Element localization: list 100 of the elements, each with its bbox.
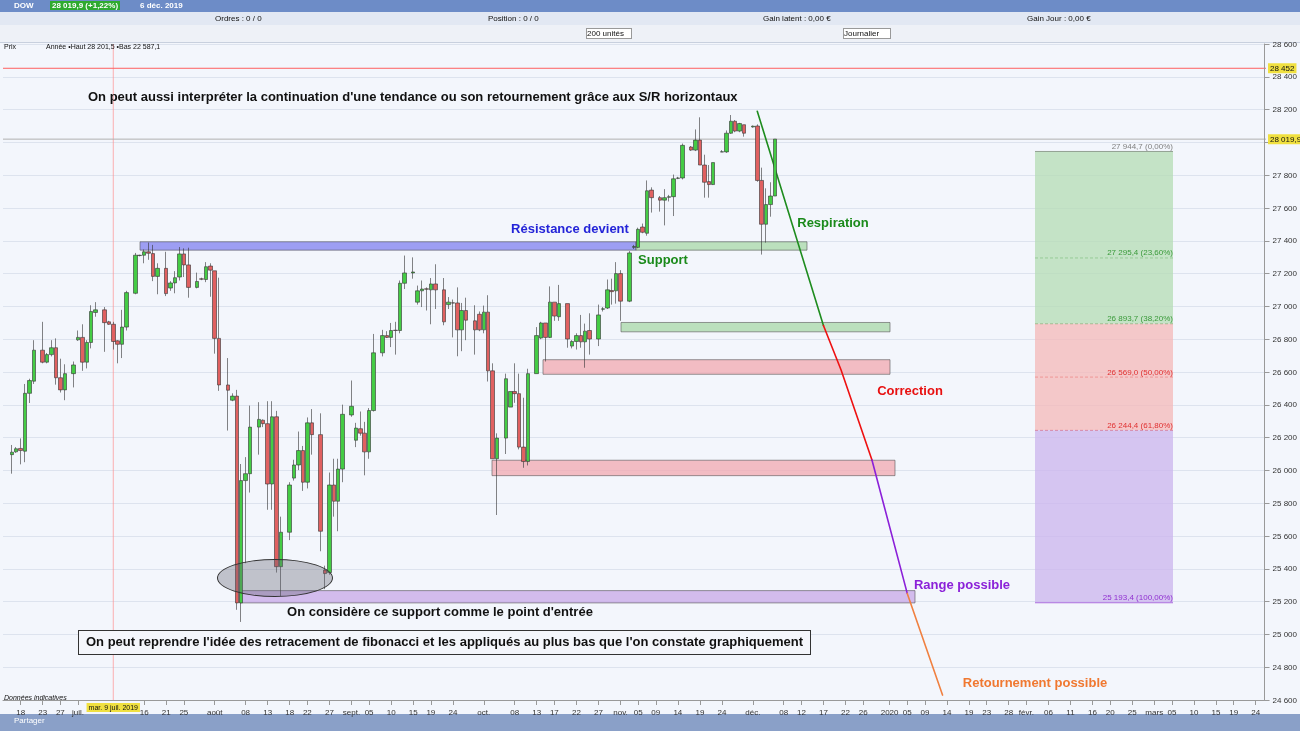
y-tick-label: 27 600 — [1272, 203, 1298, 213]
x-tick-label: 24 — [717, 707, 727, 717]
y-tick-label: 25 400 — [1272, 564, 1298, 574]
y-tick-label: 25 000 — [1272, 629, 1298, 639]
y-tick-label: 27 000 — [1272, 301, 1298, 311]
y-tick-label: 26 200 — [1272, 433, 1298, 443]
x-tick-label: 22 — [841, 707, 851, 717]
x-tick-label: 05 — [364, 707, 375, 717]
annotation: Correction — [877, 382, 943, 398]
x-tick-label: 22 — [302, 707, 313, 717]
x-tick-label: 28 — [1004, 707, 1014, 717]
x-tick-label: 21 — [161, 707, 172, 717]
y-tick-label: 25 600 — [1272, 531, 1298, 541]
annotation: Range possible — [913, 576, 1011, 592]
ref-line-label: 27 944,7 (0,00%) — [1111, 141, 1174, 151]
x-tick-label: 25 — [1127, 707, 1138, 717]
x-tick-label: 25 — [179, 707, 189, 717]
text: Position : 0 / 0 — [488, 14, 539, 23]
x-tick-label: 17 — [818, 707, 829, 717]
x-tick-label: 18 — [16, 707, 26, 717]
ref-line-label: 28 452 — [1270, 63, 1296, 73]
y-tick-label: 27 200 — [1272, 269, 1298, 279]
x-tick-label: 09 — [651, 707, 661, 717]
x-tick-label: 19 — [426, 707, 436, 717]
x-tick-label: 18 — [285, 707, 295, 717]
x-tick-label: févr. — [1018, 707, 1034, 717]
annotation: Respiration — [797, 214, 869, 230]
x-tick-label: 26 — [858, 707, 869, 717]
annotation: Support — [638, 251, 688, 267]
y-tick-label: 28 200 — [1272, 105, 1298, 115]
x-tick-label: 08 — [510, 707, 520, 717]
text: On peut aussi interpréter la continuation d'une tendance ou son retournement grâce aux S/R horizontaux — [88, 89, 739, 104]
x-tick-label: nov. — [613, 707, 628, 717]
ref-line-label: 26 244,4 (61,80%) — [1107, 420, 1174, 430]
text: DOW — [14, 1, 34, 10]
text: Partager — [14, 716, 45, 725]
x-tick-label: août — [206, 707, 224, 717]
y-tick-label: 27 800 — [1272, 170, 1298, 180]
x-tick-label: 19 — [1229, 707, 1239, 717]
x-tick-label: 13 — [532, 707, 542, 717]
ref-line-label: 26 569,0 (50,00%) — [1107, 367, 1174, 377]
y-tick-label: 26 000 — [1272, 465, 1298, 475]
x-tick-label: 19 — [964, 707, 974, 717]
annotation: Résistance devient — [511, 220, 629, 236]
x-tick-label: 15 — [408, 707, 419, 717]
x-tick-label: 23 — [38, 707, 48, 717]
x-tick-label: 13 — [263, 707, 273, 717]
text: Journalier — [843, 28, 891, 39]
x-tick-label: 22 — [571, 707, 582, 717]
text: 28 019,9 (+1,22%) — [50, 1, 121, 10]
x-tick-label: 2020 — [880, 707, 900, 717]
x-tick-label: 16 — [139, 707, 150, 717]
x-tick-label: 27 — [324, 707, 335, 717]
x-tick-label: 27 — [594, 707, 604, 717]
x-tick-label: 24 — [448, 707, 458, 717]
x-tick-label: 12 — [796, 707, 807, 717]
x-tick-label: 14 — [673, 707, 683, 717]
annotation: On peut reprendre l'idée des retracement de fibonacci et les appliqués au plus bas que l'on constate graphiquement — [78, 630, 811, 655]
y-tick-label: 26 400 — [1272, 400, 1298, 410]
x-tick-label: 24 — [1251, 707, 1261, 717]
y-tick-label: 25 800 — [1272, 498, 1298, 508]
y-tick-label: 25 200 — [1272, 597, 1298, 607]
annotation: On considère ce support comme le point d'entrée — [287, 603, 593, 619]
x-tick-label: 05 — [1167, 707, 1177, 717]
y-tick-label: 26 600 — [1272, 367, 1298, 377]
ref-line-label: 26 893,7 (38,20%) — [1107, 314, 1174, 324]
text: Gain Jour : 0,00 € — [1027, 14, 1091, 23]
text: 6 déc. 2019 — [140, 1, 183, 10]
y-tick-label: 28 400 — [1272, 72, 1298, 82]
x-tick-label: 08 — [241, 707, 251, 717]
x-tick-label: 10 — [1189, 707, 1199, 717]
text: Gain latent : 0,00 € — [763, 14, 831, 23]
x-tick-label: sept. — [342, 707, 361, 717]
x-tick-label: 17 — [549, 707, 560, 717]
y-tick-label: 26 800 — [1272, 334, 1298, 344]
ref-line-label: 25 193,4 (100,00%) — [1102, 593, 1174, 603]
ref-line-label: 28 019,9 — [1270, 134, 1300, 144]
x-tick-label: 20 — [1105, 707, 1116, 717]
y-tick-label: 27 400 — [1272, 236, 1298, 246]
x-tick-label: 19 — [695, 707, 705, 717]
y-tick-label: 28 600 — [1272, 39, 1298, 49]
x-tick-label: 23 — [982, 707, 992, 717]
x-tick-label: 08 — [779, 707, 789, 717]
text: 200 unités — [586, 28, 632, 39]
x-tick-label: 10 — [386, 707, 397, 717]
x-tick-label: 05 — [633, 707, 644, 717]
y-tick-label: 24 600 — [1272, 695, 1298, 705]
x-tick-label: 11 — [1066, 707, 1076, 717]
x-tick-label: oct. — [477, 707, 491, 717]
x-tick-label: 14 — [942, 707, 952, 717]
x-tick-label: 16 — [1088, 707, 1098, 717]
x-tick-label: 06 — [1043, 707, 1054, 717]
x-tick-label: 05 — [902, 707, 913, 717]
x-tick-label: 09 — [920, 707, 930, 717]
x-tick-label: 27 — [55, 707, 66, 717]
x-tick-label: mars — [1145, 707, 1164, 717]
ref-line-label: 27 295,4 (23,60%) — [1107, 248, 1174, 258]
y-tick-label: 24 800 — [1272, 662, 1298, 672]
x-tick-label: juil. — [70, 707, 84, 717]
text: Ordres : 0 / 0 — [215, 14, 262, 23]
